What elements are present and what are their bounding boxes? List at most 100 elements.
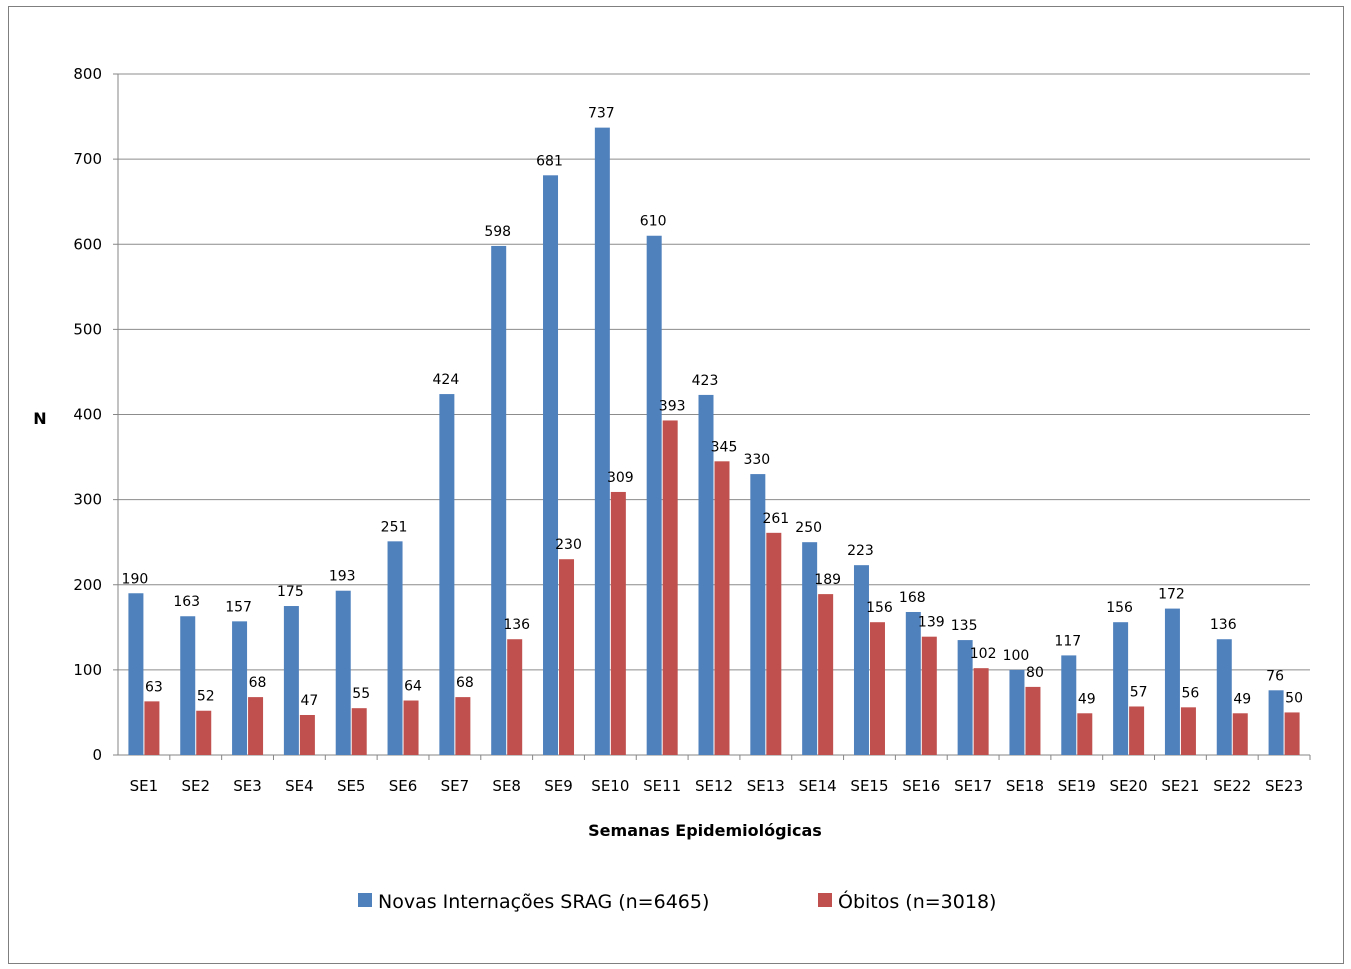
data-label: 172 [1158, 587, 1185, 603]
bar-internacoes [232, 621, 247, 755]
data-label: 193 [329, 569, 356, 585]
bar-internacoes [854, 565, 869, 755]
data-label: 230 [555, 537, 582, 553]
y-tick-label: 300 [73, 491, 102, 509]
data-label: 117 [1054, 633, 1081, 649]
y-tick-label: 600 [73, 235, 102, 253]
data-label: 55 [352, 686, 370, 702]
data-label: 68 [249, 675, 267, 691]
data-label: 423 [692, 373, 719, 389]
legend-swatch [818, 893, 832, 907]
bar-internacoes [336, 591, 351, 755]
bar-obitos [1285, 712, 1300, 755]
data-label: 157 [225, 599, 252, 615]
bar-obitos [1025, 687, 1040, 755]
x-axis-ticks: SE1 SE2 SE3 SE4 SE5 SE6 SE7 SE8 SE9 SE10 SE11 SE12 S… [130, 755, 1310, 795]
x-tick-label: SE16 [902, 777, 940, 795]
x-tick-label: SE9 [544, 777, 573, 795]
y-axis-title: N [33, 409, 46, 428]
bar-internacoes [1165, 609, 1180, 755]
data-label: 139 [918, 615, 945, 631]
bar-internacoes [543, 175, 558, 755]
data-label: 50 [1285, 690, 1303, 706]
x-tick-label: SE7 [441, 777, 470, 795]
bar-internacoes [284, 606, 299, 755]
bar-internacoes [1217, 639, 1232, 755]
bar-internacoes [647, 236, 662, 755]
bar-internacoes [1269, 690, 1284, 755]
y-tick-label: 200 [73, 576, 102, 594]
data-label: 68 [456, 675, 474, 691]
data-label: 309 [607, 470, 634, 486]
bar-internacoes [180, 616, 195, 755]
x-tick-label: SE23 [1265, 777, 1303, 795]
y-tick-label: 500 [73, 320, 102, 338]
bar-obitos [144, 701, 159, 755]
data-label: 136 [1210, 617, 1237, 633]
x-tick-label: SE22 [1213, 777, 1251, 795]
x-tick-label: SE18 [1006, 777, 1044, 795]
data-label: 102 [970, 646, 997, 662]
x-tick-label: SE14 [799, 777, 837, 795]
bar-obitos [196, 711, 211, 755]
data-label: 156 [866, 600, 893, 616]
data-label: 223 [847, 543, 874, 559]
data-label: 100 [1003, 648, 1030, 664]
bar-obitos [766, 533, 781, 755]
x-tick-label: SE2 [181, 777, 210, 795]
data-label: 261 [762, 511, 789, 527]
data-label: 63 [145, 679, 163, 695]
x-tick-label: SE4 [285, 777, 314, 795]
data-label: 681 [536, 153, 563, 169]
data-label: 49 [1233, 691, 1251, 707]
bar-obitos [404, 701, 419, 755]
bar-obitos [922, 637, 937, 755]
legend-label: Óbitos (n=3018) [838, 889, 996, 913]
x-tick-label: SE17 [954, 777, 992, 795]
data-label: 56 [1182, 685, 1200, 701]
x-tick-label: SE12 [695, 777, 733, 795]
legend-swatch [358, 893, 372, 907]
data-label: 168 [899, 590, 926, 606]
bar-obitos [611, 492, 626, 755]
data-label: 57 [1130, 684, 1148, 700]
data-label: 598 [484, 224, 511, 240]
y-axis-ticks: 0 100 200 300 400 500 600 700 800 [73, 65, 118, 764]
data-label: 135 [951, 618, 978, 634]
x-axis-title: Semanas Epidemiológicas [588, 821, 822, 840]
data-label: 163 [173, 594, 200, 610]
bar-obitos [870, 622, 885, 755]
data-label: 175 [277, 584, 304, 600]
bar-obitos [1077, 713, 1092, 755]
x-tick-label: SE1 [130, 777, 159, 795]
data-label: 156 [1106, 600, 1133, 616]
bar-obitos [455, 697, 470, 755]
data-label: 190 [122, 571, 149, 587]
x-tick-label: SE19 [1058, 777, 1096, 795]
legend: Novas Internações SRAG (n=6465) Óbitos (n… [358, 889, 996, 913]
x-tick-label: SE5 [337, 777, 366, 795]
y-tick-label: 800 [73, 65, 102, 83]
data-label: 737 [588, 106, 615, 122]
bar-obitos [1181, 707, 1196, 755]
bar-obitos [507, 639, 522, 755]
bar-obitos [352, 708, 367, 755]
bar-obitos [300, 715, 315, 755]
data-label: 136 [503, 617, 530, 633]
data-label: 80 [1026, 665, 1044, 681]
data-label: 251 [381, 519, 408, 535]
bar-obitos [974, 668, 989, 755]
bar-internacoes [388, 541, 403, 755]
bar-internacoes [595, 128, 610, 755]
bar-internacoes [128, 593, 143, 755]
bar-obitos [818, 594, 833, 755]
data-label: 424 [433, 372, 460, 388]
bar-internacoes [1061, 655, 1076, 755]
data-label: 250 [795, 520, 822, 536]
bar-obitos [559, 559, 574, 755]
bar-internacoes [906, 612, 921, 755]
x-tick-label: SE6 [389, 777, 418, 795]
x-tick-label: SE21 [1161, 777, 1199, 795]
x-tick-label: SE10 [591, 777, 629, 795]
